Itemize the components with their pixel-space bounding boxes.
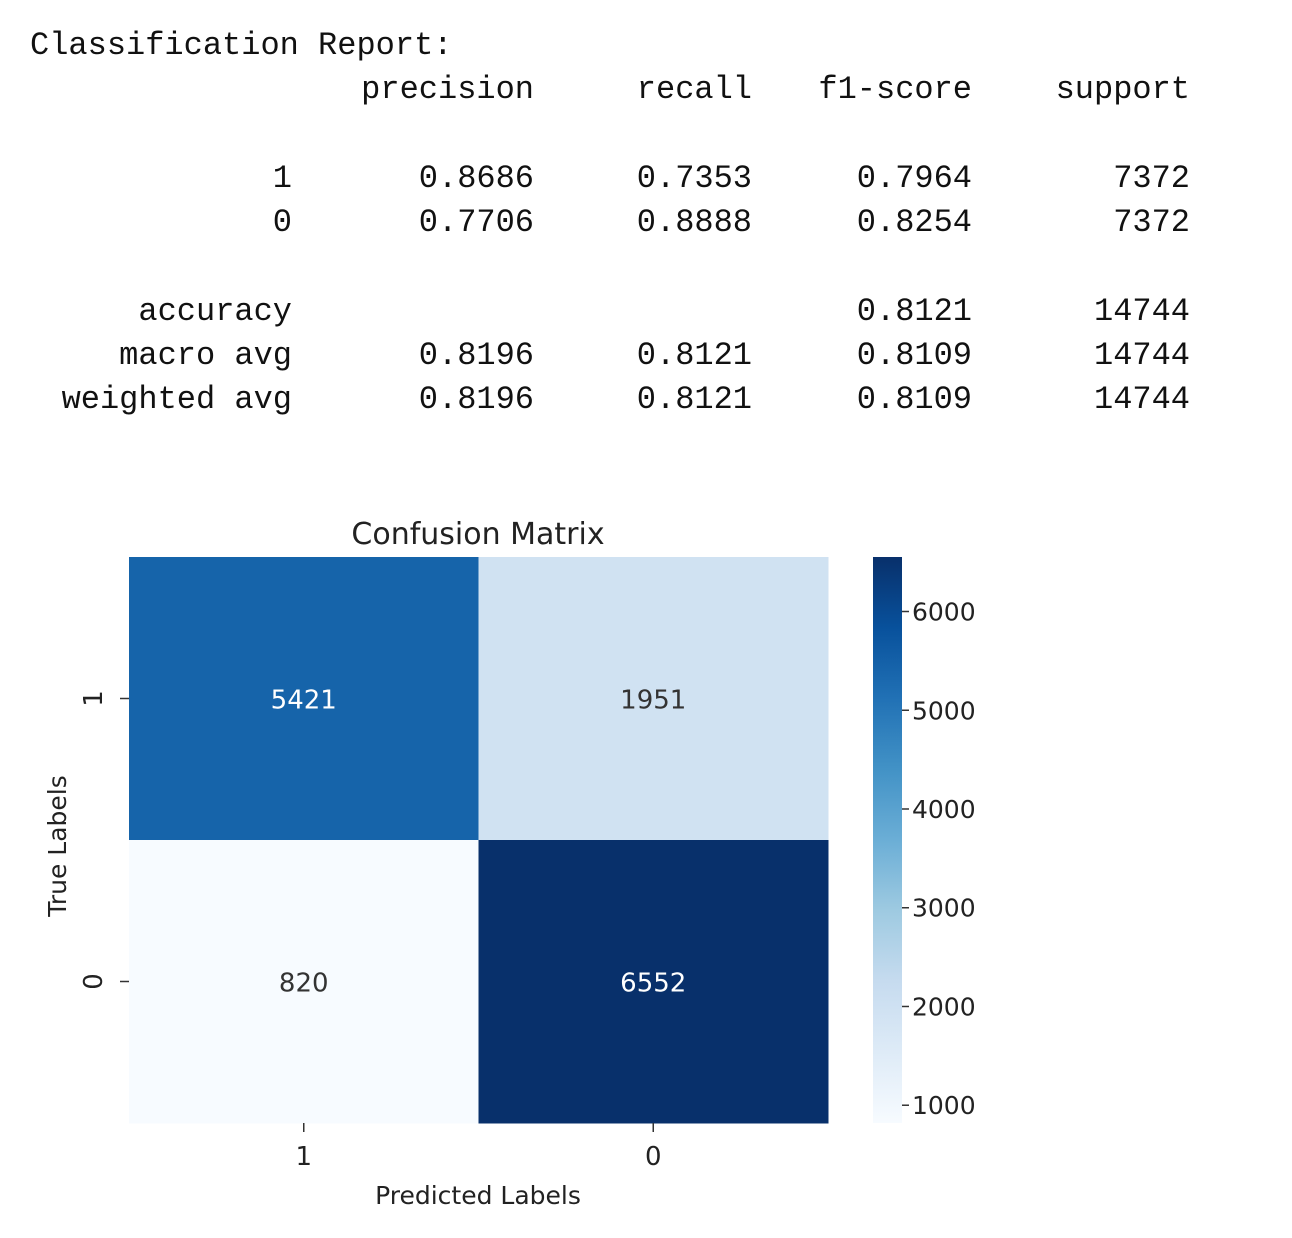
heatmap-cell [478, 557, 829, 841]
row-label: 1 [272, 160, 292, 197]
cell-value-label: 6552 [620, 969, 686, 999]
row-f1: 0.8254 [856, 204, 972, 241]
colorbar-tick-label: 2000 [912, 992, 976, 1021]
cell-value-label: 5421 [271, 686, 337, 716]
row-recall: 0.8121 [636, 337, 752, 374]
row-precision: 0.8196 [418, 381, 534, 418]
colorbar-tick-label: 4000 [912, 795, 976, 824]
row-label: macro avg [119, 337, 292, 374]
header-precision: precision [361, 71, 534, 108]
row-recall: 0.7353 [636, 160, 752, 197]
row-precision: 0.7706 [418, 204, 534, 241]
row-support: 14744 [1093, 337, 1190, 374]
row-label: 0 [272, 204, 292, 241]
x-tick-label: 0 [645, 1142, 662, 1172]
y-tick-label: 0 [79, 973, 109, 990]
row-support: 14744 [1093, 381, 1190, 418]
heatmap-cell [129, 840, 479, 1124]
colorbar-tick-label: 1000 [912, 1091, 976, 1120]
row-label: accuracy [138, 293, 292, 330]
header-f1-score: f1-score [818, 71, 972, 108]
row-recall: 0.8121 [636, 381, 752, 418]
row-precision: 0.8196 [418, 337, 534, 374]
cell-value-label: 820 [279, 969, 329, 999]
colorbar-tick-label: 3000 [912, 894, 976, 923]
row-support: 7372 [1113, 204, 1190, 241]
confusion-matrix-figure: Confusion Matrix 5421 1951 820 6552 1 0 1 0 10… [43, 517, 976, 1210]
row-f1: 0.7964 [856, 160, 972, 197]
heatmap-cell [478, 840, 829, 1124]
header-support: support [1055, 71, 1190, 108]
x-axis-label: Predicted Labels [375, 1181, 581, 1210]
row-precision: 0.8686 [418, 160, 534, 197]
row-recall: 0.8888 [636, 204, 752, 241]
y-tick-label: 1 [79, 690, 109, 707]
row-f1: 0.8109 [856, 337, 972, 374]
report-title: Classification Report: [30, 27, 453, 64]
colorbar-tick-label: 6000 [912, 598, 976, 627]
row-f1: 0.8121 [856, 293, 972, 330]
cell-value-label: 1951 [620, 686, 686, 716]
y-axis-label: True Labels [43, 775, 72, 918]
row-label: weighted avg [61, 381, 292, 418]
header-recall: recall [636, 71, 752, 108]
classification-report: Classification Report: precision recall … [0, 0, 1292, 440]
chart-title: Confusion Matrix [351, 517, 604, 552]
row-f1: 0.8109 [856, 381, 972, 418]
colorbar-tick-label: 5000 [912, 696, 976, 725]
row-support: 7372 [1113, 160, 1190, 197]
colorbar [873, 557, 902, 1123]
heatmap-cell [129, 557, 479, 841]
row-support: 14744 [1093, 293, 1190, 330]
x-tick-label: 1 [295, 1142, 312, 1172]
